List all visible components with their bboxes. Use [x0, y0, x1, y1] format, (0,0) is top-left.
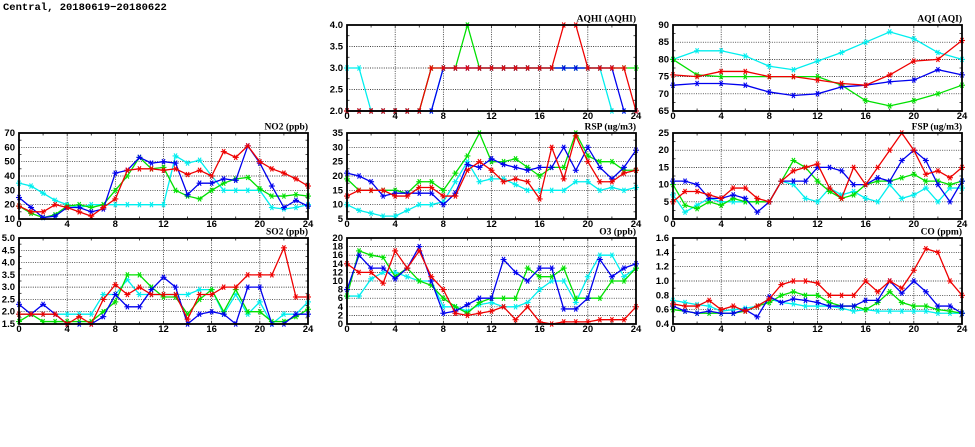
svg-text:2.5: 2.5: [330, 85, 344, 96]
svg-text:3.0: 3.0: [2, 282, 15, 293]
svg-text:35: 35: [332, 128, 343, 139]
svg-text:20: 20: [4, 200, 15, 211]
svg-text:30: 30: [4, 185, 15, 196]
svg-text:SO2 (ppb): SO2 (ppb): [266, 227, 308, 238]
svg-text:1.2: 1.2: [656, 262, 669, 273]
svg-text:3.0: 3.0: [330, 63, 343, 74]
svg-text:65: 65: [658, 106, 669, 117]
svg-text:2.0: 2.0: [330, 106, 343, 117]
svg-text:20: 20: [583, 111, 594, 122]
svg-text:12: 12: [486, 324, 497, 335]
svg-text:20: 20: [583, 324, 594, 335]
svg-text:AQI (AQI): AQI (AQI): [917, 14, 962, 25]
svg-text:20: 20: [909, 111, 920, 122]
svg-text:70: 70: [658, 89, 669, 100]
svg-text:8: 8: [767, 324, 772, 335]
svg-text:0.8: 0.8: [656, 290, 669, 301]
svg-text:12: 12: [158, 324, 169, 335]
svg-text:20: 20: [909, 324, 920, 335]
svg-text:1.4: 1.4: [656, 247, 670, 258]
svg-text:AQHI (AQHI): AQHI (AQHI): [577, 14, 636, 25]
svg-text:20: 20: [255, 324, 266, 335]
svg-text:4: 4: [393, 111, 399, 122]
svg-text:4.0: 4.0: [330, 20, 343, 31]
svg-text:30: 30: [332, 142, 343, 153]
svg-text:10: 10: [658, 180, 669, 191]
svg-text:0: 0: [344, 324, 349, 335]
svg-text:60: 60: [4, 142, 15, 153]
svg-text:16: 16: [860, 324, 871, 335]
svg-text:15: 15: [332, 185, 343, 196]
svg-text:85: 85: [658, 37, 669, 48]
svg-text:0: 0: [670, 324, 675, 335]
svg-text:90: 90: [658, 20, 669, 31]
svg-text:1.5: 1.5: [2, 319, 16, 330]
svg-text:RSP (ug/m3): RSP (ug/m3): [585, 122, 636, 133]
svg-text:0: 0: [664, 214, 669, 225]
svg-text:0.6: 0.6: [656, 305, 669, 316]
svg-text:20: 20: [332, 233, 343, 244]
svg-text:3.5: 3.5: [2, 270, 16, 281]
svg-text:75: 75: [658, 72, 669, 83]
svg-text:0: 0: [16, 324, 21, 335]
svg-text:12: 12: [812, 324, 823, 335]
svg-text:10: 10: [332, 200, 343, 211]
svg-text:10: 10: [4, 214, 15, 225]
svg-text:2.5: 2.5: [2, 294, 16, 305]
svg-text:O3 (ppb): O3 (ppb): [599, 227, 636, 238]
svg-text:4: 4: [65, 324, 71, 335]
svg-text:CO (ppm): CO (ppm): [921, 227, 962, 238]
svg-text:4: 4: [393, 324, 399, 335]
svg-text:FSP (ug/m3): FSP (ug/m3): [912, 122, 962, 133]
svg-text:0.4: 0.4: [656, 319, 670, 330]
svg-text:16: 16: [860, 111, 871, 122]
svg-text:20: 20: [332, 171, 343, 182]
svg-text:5: 5: [664, 197, 670, 208]
svg-text:2.0: 2.0: [2, 307, 15, 318]
svg-text:8: 8: [767, 111, 772, 122]
svg-text:NO2 (ppb): NO2 (ppb): [264, 122, 308, 133]
svg-text:70: 70: [4, 128, 15, 139]
svg-text:8: 8: [441, 111, 446, 122]
svg-text:40: 40: [4, 171, 15, 182]
svg-text:3.5: 3.5: [330, 42, 344, 53]
svg-text:1.6: 1.6: [656, 233, 669, 244]
svg-text:16: 16: [534, 324, 545, 335]
svg-text:0: 0: [670, 111, 675, 122]
svg-text:4: 4: [719, 324, 725, 335]
svg-text:5: 5: [338, 214, 344, 225]
svg-text:12: 12: [486, 111, 497, 122]
svg-text:16: 16: [206, 324, 217, 335]
svg-text:25: 25: [658, 128, 669, 139]
svg-text:0: 0: [344, 111, 349, 122]
svg-text:50: 50: [4, 157, 15, 168]
svg-text:16: 16: [534, 111, 545, 122]
svg-text:4.5: 4.5: [2, 245, 16, 256]
svg-text:5.0: 5.0: [2, 233, 15, 244]
svg-text:12: 12: [812, 111, 823, 122]
svg-text:24: 24: [957, 324, 968, 335]
svg-text:80: 80: [658, 54, 669, 65]
svg-text:8: 8: [441, 324, 446, 335]
svg-text:24: 24: [957, 111, 968, 122]
svg-text:8: 8: [113, 324, 118, 335]
svg-text:15: 15: [658, 162, 669, 173]
svg-text:20: 20: [658, 145, 669, 156]
svg-text:25: 25: [332, 157, 343, 168]
svg-text:4.0: 4.0: [2, 258, 15, 269]
svg-text:1.0: 1.0: [656, 276, 669, 287]
svg-text:4: 4: [719, 111, 725, 122]
svg-text:24: 24: [303, 324, 314, 335]
